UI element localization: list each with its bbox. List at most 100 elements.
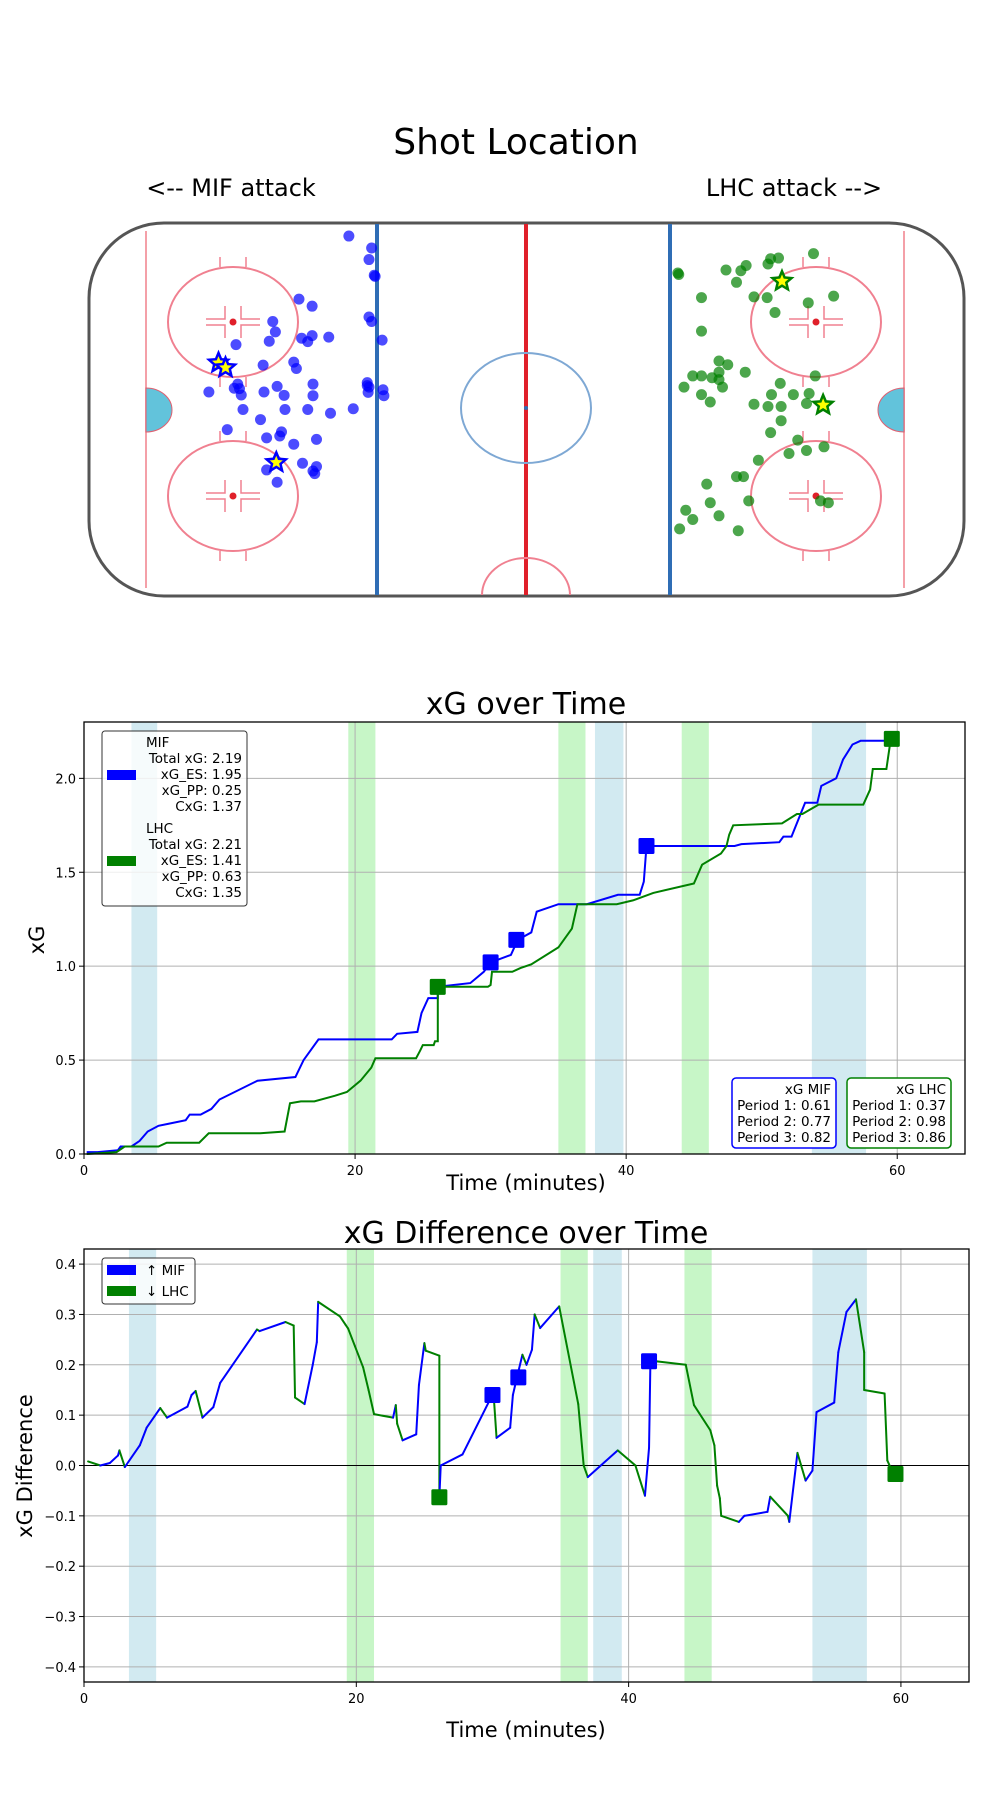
lhc-goal-marker	[887, 1466, 904, 1483]
mif-shot-marker	[302, 404, 314, 415]
lhc-shot-marker	[801, 398, 812, 410]
xg-difference-segment	[311, 1341, 318, 1366]
mif-shot-marker	[258, 386, 270, 398]
lhc-shot-marker	[818, 441, 830, 453]
referee-crease	[481, 557, 571, 596]
period-xg-text: Period 3: 0.82	[737, 1130, 831, 1146]
center-faceoff-circle	[460, 352, 592, 464]
mif-shot-marker	[290, 362, 302, 374]
xg-difference-segment	[509, 1394, 514, 1429]
lhc-shot-marker	[713, 355, 725, 367]
y-tick-label: −0.1	[44, 1510, 76, 1525]
lhc-goal-marker	[431, 1489, 448, 1506]
lhc-shot-marker	[739, 366, 751, 378]
goal-markers	[431, 1353, 904, 1506]
lhc-shot-marker	[720, 264, 732, 276]
xg-difference-segment	[788, 1451, 799, 1523]
legend-text: CxG: 1.37	[175, 799, 242, 815]
x-tick-label: 0	[80, 1164, 88, 1179]
lhc-shot-marker	[787, 389, 799, 401]
mif-shot-marker	[257, 359, 269, 371]
mif-shot-marker	[325, 407, 336, 419]
mif-shot-marker	[378, 390, 390, 402]
mif-shot-marker	[311, 433, 322, 445]
mif-shot-marker	[235, 389, 247, 401]
lhc-shot-marker	[696, 292, 707, 304]
faceoff-marking	[823, 324, 843, 338]
xg-difference-segment	[303, 1363, 314, 1406]
lhc-shot-marker	[761, 292, 773, 304]
rink-surface	[87, 221, 966, 598]
legend-text: xG_PP: 0.25	[162, 783, 242, 799]
legend-swatch	[107, 1265, 136, 1275]
lhc-powerplay-band	[348, 722, 376, 1154]
xg-difference-segment	[99, 1461, 111, 1467]
rink-title: Shot Location	[393, 122, 639, 163]
mif-shot-marker	[271, 476, 283, 488]
lhc-shot-marker	[815, 495, 826, 507]
mif-attack-label: <-- MIF attack	[146, 174, 316, 202]
xg-difference-segment	[811, 1411, 818, 1472]
lhc-shot-marker	[769, 307, 781, 319]
lhc-goal-marker	[429, 978, 446, 995]
lhc-shot-marker	[673, 268, 685, 280]
lhc-shot-marker	[801, 445, 812, 457]
xg-difference-segment	[284, 1321, 295, 1327]
faceoff-marking	[789, 324, 809, 338]
y-tick-label: 0.4	[55, 1258, 76, 1273]
grid-lines	[83, 1249, 969, 1682]
xg-difference-segment	[766, 1495, 772, 1513]
xg-difference-segment	[804, 1469, 814, 1482]
xg-difference-segment	[219, 1328, 258, 1384]
legend-text: LHC	[146, 821, 173, 837]
lhc-powerplay-band	[558, 722, 586, 1154]
faceoff-marking	[789, 498, 809, 512]
xg-difference-segment	[396, 1422, 404, 1442]
series-lines	[86, 739, 892, 1155]
y-tick-label: 0.0	[55, 1460, 76, 1475]
lhc-shot-marker	[802, 297, 814, 309]
lhc-shot-marker	[722, 359, 734, 371]
mif-shot-marker	[369, 270, 381, 282]
mif-goal-star-icon	[212, 354, 239, 379]
xg-difference-segment	[815, 1401, 836, 1414]
y-tick-label: 0.2	[55, 1359, 76, 1374]
legend-text: CxG: 1.35	[175, 885, 242, 901]
center-faceoff-dot	[524, 406, 528, 410]
xg-difference-segment	[684, 1363, 695, 1407]
mif-shot-marker	[307, 465, 319, 477]
x-tick-label: 60	[893, 1692, 910, 1707]
legend-text: ↑ MIF	[146, 1263, 185, 1279]
faceoff-marking	[206, 480, 226, 494]
lhc-shot-marker	[774, 377, 786, 389]
mif-shot-marker	[261, 432, 273, 444]
lhc-shot-marker	[717, 381, 728, 393]
lhc-shot-marker	[775, 401, 787, 413]
lhc-shot-marker	[732, 525, 744, 537]
lhc-legend-swatch	[107, 856, 136, 866]
x-axis-label: Time (minutes)	[445, 1718, 605, 1742]
xg-difference-segment	[461, 1399, 491, 1456]
xg-difference-segment	[145, 1407, 162, 1429]
xg-difference-segment	[648, 1361, 652, 1449]
period-xg-text: xG MIF	[785, 1082, 831, 1098]
xg-difference-segment	[347, 1327, 356, 1348]
xg-difference-segment	[716, 1484, 721, 1500]
y-tick-label: 0.5	[55, 1054, 76, 1069]
mif-shot-marker	[366, 242, 378, 254]
xg-difference-segment	[394, 1404, 399, 1425]
xg-difference-segment	[439, 1453, 464, 1467]
mif-shot-marker	[267, 315, 279, 327]
lhc-shot-marker	[704, 497, 716, 509]
faceoff-marking	[789, 480, 809, 494]
xg-difference-segment	[417, 1342, 426, 1386]
legend: ↑ MIF ↓ LHC	[101, 1257, 196, 1305]
faceoff-circle	[167, 440, 299, 552]
lhc-shot-marker	[704, 396, 716, 408]
xg-difference-segment	[424, 1349, 441, 1357]
xg-difference-segment	[194, 1389, 204, 1419]
mif-shot-marker	[376, 334, 388, 346]
faceoff-marking	[823, 480, 843, 494]
lhc-shot-marker	[762, 401, 774, 413]
